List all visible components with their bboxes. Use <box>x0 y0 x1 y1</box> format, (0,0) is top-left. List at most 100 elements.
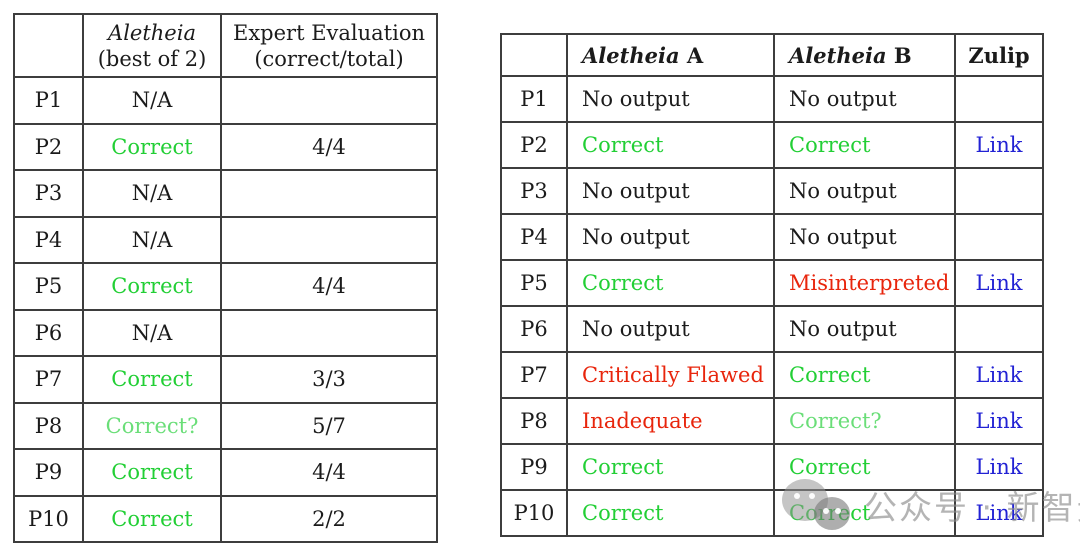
table-row: P4 N/A <box>13 215 438 264</box>
table-header-row: Aletheia (best of 2) Expert Evaluation (… <box>13 13 438 78</box>
problem-id: P7 <box>13 355 84 404</box>
aletheia-result: N/A <box>82 169 222 218</box>
expert-eval-value: 5/7 <box>220 401 438 450</box>
zulip-link <box>954 305 1044 353</box>
problem-id: P9 <box>13 448 84 497</box>
problem-id: P4 <box>13 215 84 264</box>
zulip-link <box>954 213 1044 261</box>
aletheia-result: N/A <box>82 215 222 264</box>
table-row: P7 Correct 3/3 <box>13 355 438 404</box>
problem-id: P10 <box>500 489 568 537</box>
expert-eval-value: 4/4 <box>220 262 438 311</box>
aletheia-a-result: Inadequate <box>566 397 775 445</box>
table-row: P6 No output No output <box>500 305 1044 353</box>
zulip-link <box>954 75 1044 123</box>
problem-id: P6 <box>500 305 568 353</box>
problem-id: P7 <box>500 351 568 399</box>
aletheia-result: Correct <box>82 355 222 404</box>
aletheia-b-result: Correct <box>773 351 956 399</box>
aletheia-result: Correct <box>82 494 222 543</box>
expert-eval-value: 4/4 <box>220 448 438 497</box>
aletheia-a-column-header: Aletheia A <box>566 33 775 77</box>
table-row: P5 Correct Misinterpreted Link <box>500 259 1044 307</box>
aletheia-a-result: Correct <box>566 443 775 491</box>
aletheia-result: Correct <box>82 448 222 497</box>
zulip-column-header: Zulip <box>954 33 1044 77</box>
zulip-link[interactable]: Link <box>954 489 1044 537</box>
aletheia-a-result: No output <box>566 305 775 353</box>
problem-id: P2 <box>500 121 568 169</box>
corner-cell <box>500 33 568 77</box>
problem-id: P5 <box>500 259 568 307</box>
aletheia-result: Correct? <box>82 401 222 450</box>
aletheia-b-result: No output <box>773 167 956 215</box>
aletheia-a-result: No output <box>566 167 775 215</box>
aletheia-a-result: Correct <box>566 121 775 169</box>
expert-eval-value: 2/2 <box>220 494 438 543</box>
zulip-link[interactable]: Link <box>954 397 1044 445</box>
problem-id: P8 <box>13 401 84 450</box>
aletheia-b-result: No output <box>773 305 956 353</box>
problem-id: P9 <box>500 443 568 491</box>
zulip-link <box>954 167 1044 215</box>
aletheia-b-result: No output <box>773 75 956 123</box>
table-row: P7 Critically Flawed Correct Link <box>500 351 1044 399</box>
aletheia-b-result: Correct <box>773 443 956 491</box>
aletheia-subtitle: (best of 2) <box>97 46 207 71</box>
expert-eval-value <box>220 169 438 218</box>
aletheia-b-result: No output <box>773 213 956 261</box>
aletheia-result: Correct <box>82 122 222 171</box>
problem-id: P6 <box>13 308 84 357</box>
problem-id: P4 <box>500 213 568 261</box>
table-row: P2 Correct Correct Link <box>500 121 1044 169</box>
table-row: P3 No output No output <box>500 167 1044 215</box>
expert-subtitle: (correct/total) <box>254 46 404 71</box>
table-row: P5 Correct 4/4 <box>13 262 438 311</box>
aletheia-result: N/A <box>82 76 222 125</box>
aletheia-a-result: Critically Flawed <box>566 351 775 399</box>
expert-eval-value <box>220 308 438 357</box>
table-row: P1 N/A <box>13 76 438 125</box>
problem-id: P1 <box>13 76 84 125</box>
aletheia-a-result: Correct <box>566 259 775 307</box>
table-row: P2 Correct 4/4 <box>13 122 438 171</box>
table-row: P9 Correct 4/4 <box>13 448 438 497</box>
aletheia-column-header: Aletheia (best of 2) <box>82 13 222 78</box>
table-row: P10 Correct Correct Link <box>500 489 1044 537</box>
zulip-link[interactable]: Link <box>954 351 1044 399</box>
expert-eval-value <box>220 215 438 264</box>
aletheia-a-b-comparison-table: Aletheia A Aletheia B Zulip P1 No output… <box>500 33 1044 537</box>
aletheia-b-result: Correct <box>773 489 956 537</box>
table-row: P6 N/A <box>13 308 438 357</box>
problem-id: P3 <box>13 169 84 218</box>
aletheia-b-result: Correct <box>773 121 956 169</box>
expert-eval-value <box>220 76 438 125</box>
zulip-link[interactable]: Link <box>954 443 1044 491</box>
aletheia-a-result: Correct <box>566 489 775 537</box>
table-row: P1 No output No output <box>500 75 1044 123</box>
expert-eval-value: 3/3 <box>220 355 438 404</box>
problem-id: P8 <box>500 397 568 445</box>
table-row: P3 N/A <box>13 169 438 218</box>
table-row: P10 Correct 2/2 <box>13 494 438 543</box>
expert-evaluation-column-header: Expert Evaluation (correct/total) <box>220 13 438 78</box>
problem-id: P10 <box>13 494 84 543</box>
problem-id: P3 <box>500 167 568 215</box>
table-row: P4 No output No output <box>500 213 1044 261</box>
aletheia-a-result: No output <box>566 75 775 123</box>
table-row: P8 Correct? 5/7 <box>13 401 438 450</box>
zulip-link[interactable]: Link <box>954 259 1044 307</box>
aletheia-result: N/A <box>82 308 222 357</box>
problem-id: P5 <box>13 262 84 311</box>
aletheia-result: Correct <box>82 262 222 311</box>
aletheia-b-result: Correct? <box>773 397 956 445</box>
table-header-row: Aletheia A Aletheia B Zulip <box>500 33 1044 77</box>
aletheia-b-result: Misinterpreted <box>773 259 956 307</box>
table-row: P9 Correct Correct Link <box>500 443 1044 491</box>
aletheia-best-of-2-table: Aletheia (best of 2) Expert Evaluation (… <box>13 13 438 543</box>
zulip-link[interactable]: Link <box>954 121 1044 169</box>
expert-title: Expert Evaluation <box>233 20 425 45</box>
corner-cell <box>13 13 84 78</box>
problem-id: P1 <box>500 75 568 123</box>
